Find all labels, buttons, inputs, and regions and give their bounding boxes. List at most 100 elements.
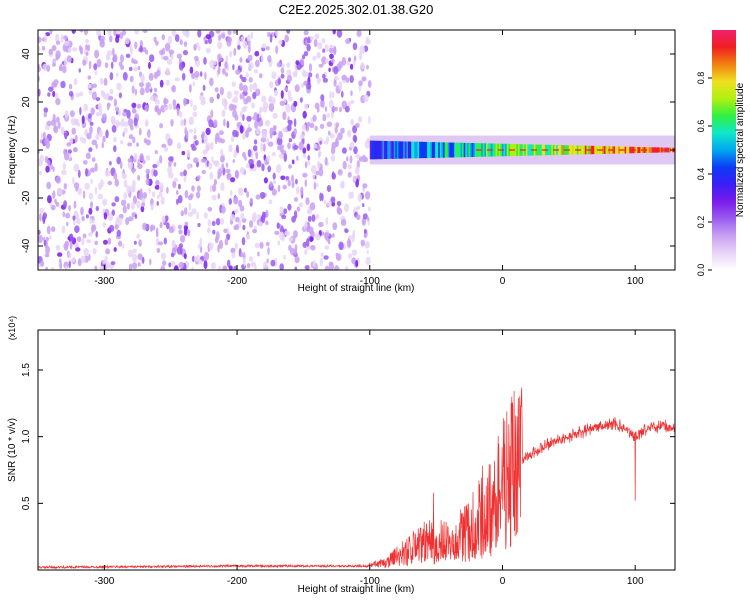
spectrogram-cell (52, 166, 55, 173)
spectrogram-cell (311, 214, 316, 222)
colorbar-tick-label: 0.8 (696, 72, 706, 85)
spectrogram-cell (102, 222, 106, 228)
spectrogram-y-ticks: -40 -20 0 20 40 (21, 48, 675, 253)
spectrogram-cell (344, 228, 349, 233)
spectrogram-cell (276, 137, 283, 146)
spectrogram-cell (253, 112, 258, 117)
spectrogram-cell (241, 106, 247, 113)
spectrogram-cell (183, 118, 187, 126)
spectrogram-cell (189, 66, 194, 74)
spectrogram-cell (130, 201, 135, 210)
signal-band-cell (514, 144, 517, 156)
spectrogram-cell (342, 160, 347, 170)
spectrogram-cell (156, 69, 161, 77)
spectrogram-cell (194, 71, 200, 78)
spectrogram-cell (134, 41, 138, 50)
spectrogram-cell (77, 169, 81, 178)
spectrogram-x-ticks: -300 -200 -100 0 100 (94, 30, 644, 287)
spectrogram-cell (319, 192, 323, 202)
spectrogram-cell (73, 163, 80, 172)
spectrogram-cell (103, 239, 108, 245)
spectrogram-cell (209, 171, 214, 180)
spectrogram-cell (163, 237, 167, 245)
spectrogram-cell (110, 61, 114, 69)
spectrogram-cell (109, 72, 114, 81)
spectrogram-cell (161, 34, 166, 41)
spectrogram-cell (239, 124, 244, 134)
spectrogram-cell (295, 60, 300, 66)
spectrogram-cell (137, 253, 143, 261)
spectrogram-cell (304, 161, 308, 169)
spectrogram-cell (319, 257, 323, 267)
signal-band-cell (562, 145, 565, 155)
snr-series-line (38, 387, 675, 570)
spectrogram-cell (114, 196, 120, 203)
spectrogram-cell (191, 208, 197, 215)
spectrogram-cell (49, 235, 52, 240)
spectrogram-cell (147, 129, 151, 138)
spectrogram-cell (63, 200, 68, 208)
spectrogram-cell (225, 162, 229, 168)
spectrogram-cell (92, 83, 97, 88)
spectrogram-cell (336, 205, 341, 214)
spectrogram-cell (126, 185, 131, 194)
spectrogram-cell (252, 145, 258, 152)
spectrogram-cell (288, 138, 293, 143)
x-tick-label: -100 (360, 576, 380, 587)
signal-band-cell (616, 146, 619, 154)
spectrogram-cell (122, 205, 127, 214)
spectrogram-cell (131, 179, 136, 189)
spectrogram-cell (134, 214, 138, 219)
spectrogram-cell (118, 240, 123, 247)
spectrogram-cell (209, 185, 213, 193)
spectrogram-cell (213, 178, 218, 186)
spectrogram-cell (166, 186, 169, 194)
spectrogram-cell (355, 122, 360, 128)
spectrogram-cell (53, 125, 59, 134)
spectrogram-cell (329, 133, 335, 139)
spectrogram-cell (190, 99, 193, 108)
spectrogram-x-axis-label: Height of straight line (km) (298, 283, 415, 294)
x-tick-label: -300 (94, 276, 114, 287)
signal-band-cell (419, 141, 422, 159)
spectrogram-cell (277, 184, 281, 193)
spectrogram-cell (304, 220, 308, 228)
spectrogram-cell (97, 102, 102, 111)
spectrogram-cell (148, 61, 151, 70)
spectrogram-cell (183, 97, 187, 107)
spectrogram-cell (66, 142, 72, 147)
spectrogram-cell (183, 264, 187, 270)
signal-band-cell (627, 146, 630, 154)
spectrogram-cell (293, 100, 298, 107)
spectrogram-cell (272, 112, 278, 119)
signal-band-cell (471, 143, 474, 157)
spectrogram-cell (173, 265, 179, 270)
spectrogram-cell (251, 215, 257, 223)
spectrogram-cell (284, 87, 288, 92)
signal-band-cell (537, 144, 540, 156)
spectrogram-cell (305, 197, 310, 206)
spectrogram-cell (368, 115, 371, 125)
spectrogram-cell (364, 140, 370, 149)
spectrogram-cell (329, 44, 334, 49)
spectrogram-cell (116, 156, 121, 165)
spectrogram-cell (348, 234, 352, 240)
spectrogram-cell (273, 125, 277, 130)
spectrogram-cell (201, 169, 206, 175)
spectrogram-cell (211, 156, 214, 163)
spectrogram-cell (304, 103, 309, 110)
spectrogram-cell (81, 215, 85, 222)
spectrogram-cell (171, 30, 177, 37)
spectrogram-cell (318, 167, 324, 177)
spectrogram-cell (193, 44, 197, 51)
spectrogram-cell (146, 172, 150, 181)
spectrogram-cell (38, 36, 42, 43)
spectrogram-cell (306, 238, 310, 247)
spectrogram-cell (258, 109, 262, 119)
spectrogram-cell (270, 259, 276, 267)
spectrogram-cell (46, 181, 52, 190)
spectrogram-cell (200, 100, 206, 106)
spectrogram-cell (154, 96, 158, 105)
spectrogram-cell (115, 106, 120, 112)
spectrogram-cell (200, 158, 207, 163)
